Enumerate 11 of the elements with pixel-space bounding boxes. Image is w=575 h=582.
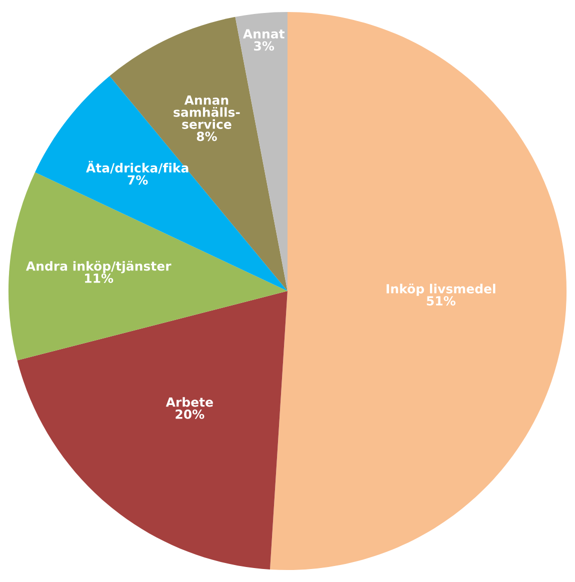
slice-label: Arbete bbox=[166, 397, 213, 407]
slice-label: Annat bbox=[242, 29, 285, 39]
slice-label: Inköp livsmedel bbox=[386, 284, 496, 296]
slice-label: Annan samhälls- service bbox=[174, 96, 240, 129]
data-label: 51% bbox=[426, 296, 456, 306]
data-label: 20% bbox=[176, 409, 204, 419]
slice-label: Andra inköp/tjänster bbox=[26, 260, 172, 274]
data-label: 7% bbox=[128, 175, 148, 185]
data-label: 11% bbox=[85, 274, 114, 283]
data-label: 3% bbox=[254, 41, 274, 51]
data-label: 8% bbox=[196, 132, 217, 142]
